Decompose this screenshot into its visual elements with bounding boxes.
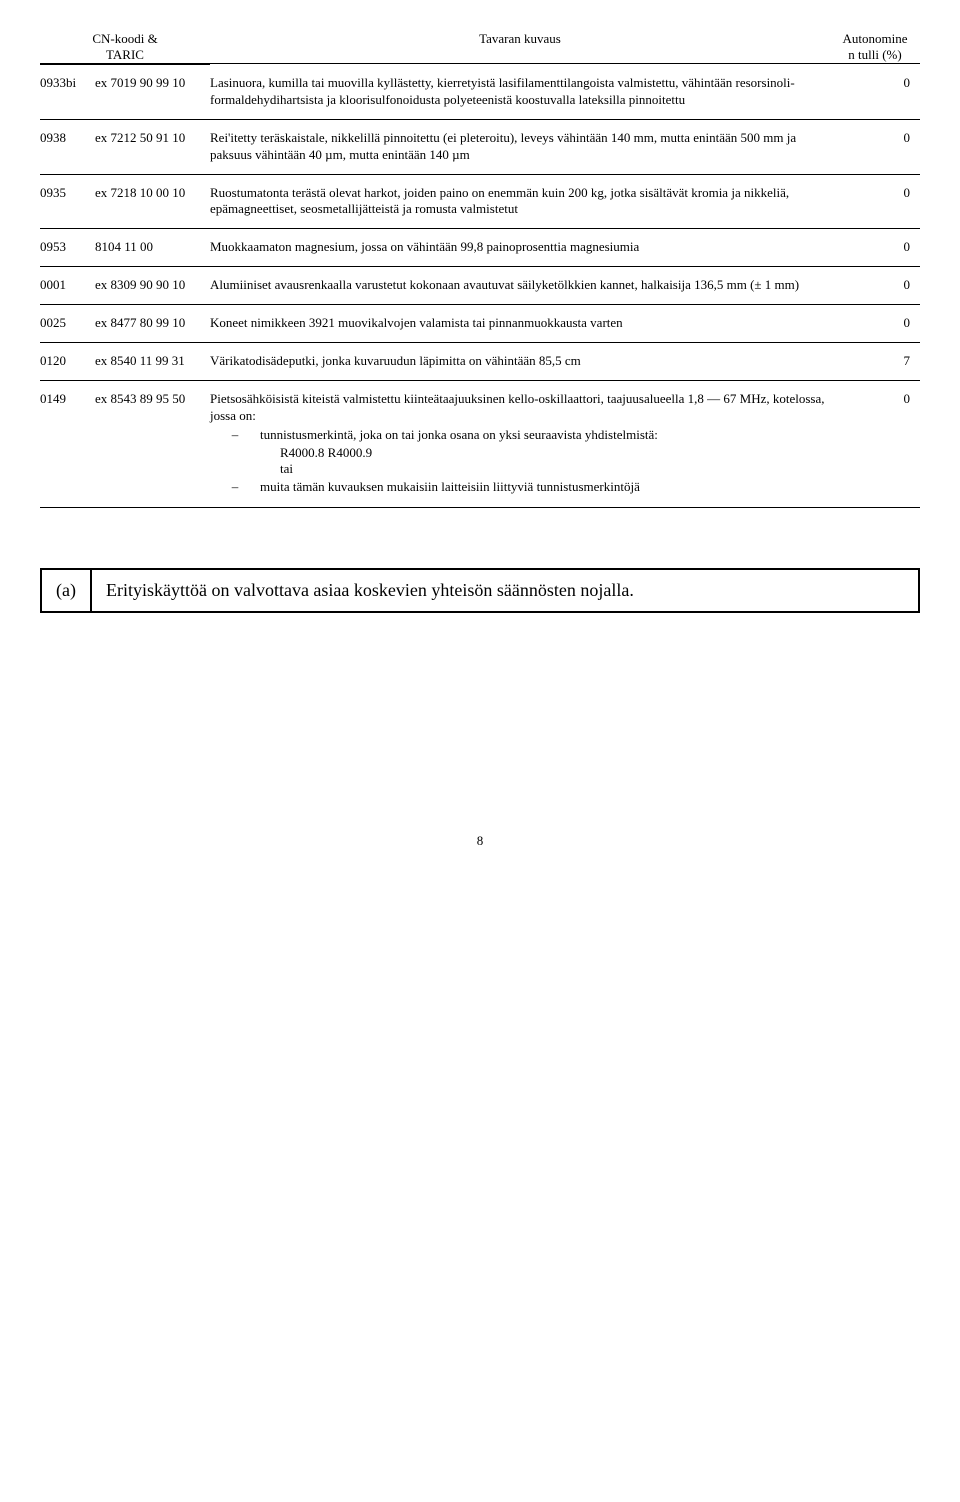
row-id: 0025: [40, 315, 95, 332]
row-desc: Lasinuora, kumilla tai muovilla kylläste…: [210, 75, 830, 109]
row-desc: Ruostumatonta terästä olevat harkot, joi…: [210, 185, 830, 219]
table-row: 0935 ex 7218 10 00 10 Ruostumatonta terä…: [40, 175, 920, 229]
dash-icon: –: [210, 427, 260, 444]
row-id: 0935: [40, 185, 95, 219]
row-code: ex 7218 10 00 10: [95, 185, 210, 219]
table-row: 0953 8104 11 00 Muokkaamaton magnesium, …: [40, 229, 920, 266]
row-code: ex 8543 89 95 50: [95, 391, 210, 497]
header-desc: Tavaran kuvaus: [210, 31, 830, 63]
row-desc: Muokkaamaton magnesium, jossa on vähintä…: [210, 239, 830, 256]
header-duty: Autonomine n tulli (%): [830, 31, 920, 63]
sub-line: R4000.8 R4000.9: [210, 445, 825, 462]
table-row: 0120 ex 8540 11 99 31 Värikatodisädeputk…: [40, 343, 920, 380]
dash-text: muita tämän kuvauksen mukaisiin laitteis…: [260, 479, 825, 496]
row-code: ex 7019 90 99 10: [95, 75, 210, 109]
dash-item: – muita tämän kuvauksen mukaisiin laitte…: [210, 479, 825, 496]
row-desc: Rei'itetty teräskaistale, nikkelillä pin…: [210, 130, 830, 164]
row-desc: Värikatodisädeputki, jonka kuvaruudun lä…: [210, 353, 830, 370]
header-row: CN-koodi & TARIC Tavaran kuvaus Autonomi…: [40, 31, 920, 63]
dash-text: tunnistusmerkintä, joka on tai jonka osa…: [260, 427, 825, 444]
row-duty: 0: [830, 130, 920, 164]
dash-icon: –: [210, 479, 260, 496]
header-duty-line2: n tulli (%): [848, 47, 901, 62]
footnote-text: Erityiskäyttöä on valvottava asiaa koske…: [92, 570, 918, 611]
sub-line: tai: [210, 461, 825, 478]
row-id: 0120: [40, 353, 95, 370]
footnote-key: (a): [42, 570, 92, 611]
row-desc: Alumiiniset avausrenkaalla varustetut ko…: [210, 277, 830, 294]
row-duty: 0: [830, 391, 920, 497]
row-id: 0001: [40, 277, 95, 294]
table-row: 0025 ex 8477 80 99 10 Koneet nimikkeen 3…: [40, 305, 920, 342]
table-header: CN-koodi & TARIC Tavaran kuvaus Autonomi…: [40, 30, 920, 63]
row-duty: 0: [830, 75, 920, 109]
row-desc: Koneet nimikkeen 3921 muovikalvojen vala…: [210, 315, 830, 332]
row-code: ex 8477 80 99 10: [95, 315, 210, 332]
row-code: ex 7212 50 91 10: [95, 130, 210, 164]
row-duty: 0: [830, 239, 920, 256]
table-row: 0938 ex 7212 50 91 10 Rei'itetty teräska…: [40, 120, 920, 174]
header-code: CN-koodi & TARIC: [40, 31, 210, 63]
footnote-box: (a) Erityiskäyttöä on valvottava asiaa k…: [40, 568, 920, 613]
header-rule-short: [40, 64, 920, 65]
table-body: 0933bi ex 7019 90 99 10 Lasinuora, kumil…: [40, 65, 920, 508]
row-rule: [40, 507, 920, 508]
dash-item: – tunnistusmerkintä, joka on tai jonka o…: [210, 427, 825, 444]
row-id: 0938: [40, 130, 95, 164]
header-duty-line1: Autonomine: [843, 31, 908, 46]
header-code-line1: CN-koodi &: [92, 31, 157, 46]
header-code-line2: TARIC: [106, 47, 144, 62]
table-row: 0001 ex 8309 90 90 10 Alumiiniset avausr…: [40, 267, 920, 304]
row-code: 8104 11 00: [95, 239, 210, 256]
row-id: 0953: [40, 239, 95, 256]
row-desc-main: Pietsosähköisistä kiteistä valmistettu k…: [210, 391, 825, 423]
table-row: 0149 ex 8543 89 95 50 Pietsosähköisistä …: [40, 381, 920, 507]
row-duty: 0: [830, 185, 920, 219]
row-desc: Pietsosähköisistä kiteistä valmistettu k…: [210, 391, 830, 497]
row-sublist: – tunnistusmerkintä, joka on tai jonka o…: [210, 427, 825, 497]
row-duty: 0: [830, 277, 920, 294]
row-duty: 0: [830, 315, 920, 332]
row-code: ex 8309 90 90 10: [95, 277, 210, 294]
row-duty: 7: [830, 353, 920, 370]
page-number: 8: [40, 833, 920, 849]
row-id: 0149: [40, 391, 95, 497]
row-id: 0933bi: [40, 75, 95, 109]
row-code: ex 8540 11 99 31: [95, 353, 210, 370]
table-row: 0933bi ex 7019 90 99 10 Lasinuora, kumil…: [40, 65, 920, 119]
